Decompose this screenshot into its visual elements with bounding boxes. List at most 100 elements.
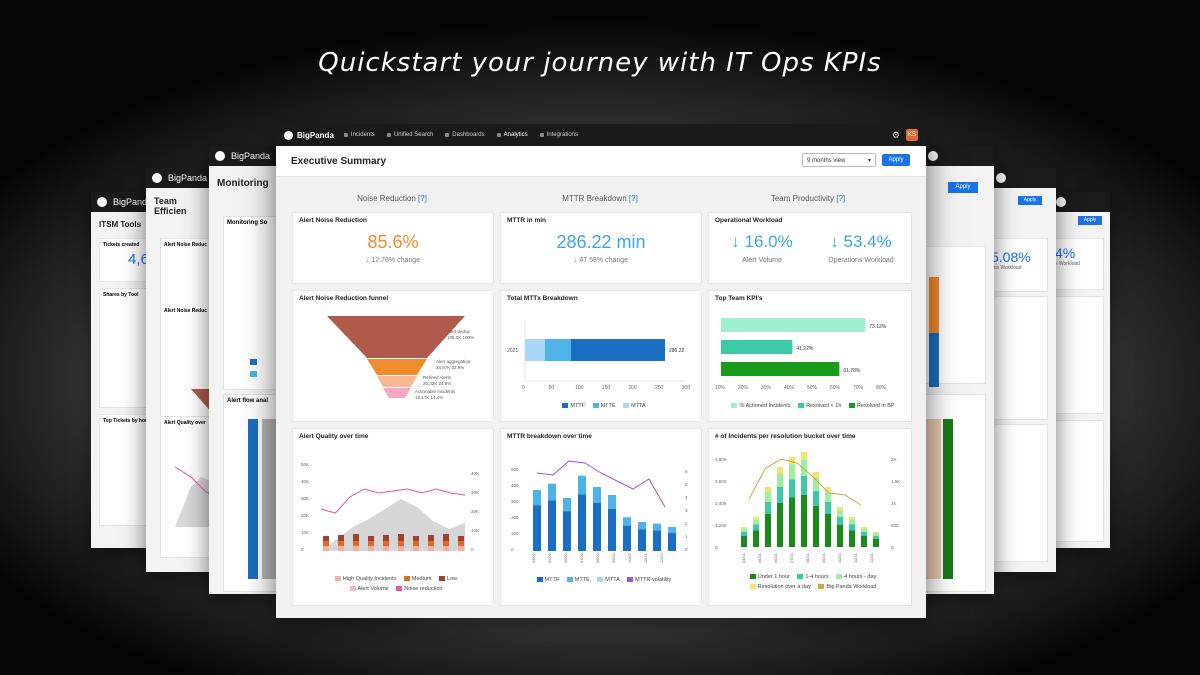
brand-logo[interactable]: BigPanda (284, 130, 334, 140)
ghost-card (1050, 420, 1104, 542)
y-tick-label: 500 (891, 523, 899, 528)
legend-label: High Quality Incidents (342, 576, 397, 582)
y-tick-label: 0 (471, 547, 474, 552)
kpi-value-alert-volume: ↓ 16.0% (731, 232, 793, 251)
team-kpi-legend: % Actioned Incidents Resolved < 1h Resol… (709, 403, 911, 409)
help-link[interactable]: [?] (418, 194, 427, 203)
buckets-legend: Under 1 hour 1-4 hours 4 hours - day (709, 574, 911, 580)
buckets-card: # of Incidents per resolution bucket ove… (708, 428, 912, 606)
ghost-card: Shares by Tool (99, 288, 151, 408)
bar-mttf (608, 495, 616, 551)
bar-4h-day (777, 473, 783, 487)
nav-integrations[interactable]: Integrations (539, 132, 578, 138)
bar-4h-day (861, 528, 867, 532)
bar-over-day (741, 527, 747, 529)
ghost-window-right-near: Apply (922, 146, 994, 594)
ghost-label: Monitoring So (227, 220, 268, 226)
bar-under-1h (849, 530, 855, 547)
ghost-card: 4% s Workload (1050, 238, 1104, 290)
team-kpi-label: 41.22% (796, 346, 814, 352)
ghost-label: Alert flow anal (227, 398, 269, 404)
legend-swatch (597, 577, 604, 583)
bar-under-1h (753, 530, 759, 547)
y-tick-label: 300 (511, 499, 519, 504)
legend-label: MTTE (574, 577, 590, 583)
x-tick-label: 50 (549, 385, 555, 391)
period-value: 9 months view (807, 158, 846, 164)
ghost-value: 5.08% (991, 249, 1031, 265)
legend-swatch (848, 403, 855, 409)
ghost-card: Top Tickets by hou (99, 414, 151, 526)
y-tick-label: 1 (685, 534, 688, 539)
x-tick-label: 05/21 (547, 552, 552, 563)
ghost-label: Top Tickets by hou (103, 418, 149, 424)
ghost-legend-swatch (250, 359, 257, 365)
y-tick-label: 40K (301, 479, 309, 484)
chevron-down-icon: ▾ (867, 158, 871, 164)
team-kpi-ticks: 10% 20% 30% 40% 50% 60% 70% 80% (715, 385, 887, 391)
legend-swatch (836, 574, 843, 580)
y-tick-label: 1.5K (891, 479, 900, 484)
top-navbar: BigPanda Incidents Unified Search Dashbo… (276, 124, 926, 146)
kpi-change: ↓ 47.58% change (573, 257, 629, 264)
help-link[interactable]: [?] (836, 194, 846, 203)
ghost-label: Alert Noise Reduc (164, 308, 208, 314)
bar-mtte (593, 487, 601, 503)
bar-1-4h (825, 502, 831, 514)
bar-over-day (837, 507, 843, 511)
bar-4h-day (801, 459, 807, 476)
team-kpi-label: 73.12% (869, 324, 887, 330)
mttx-ticks: 0 50 100 150 200 250 300 (522, 385, 690, 391)
ghost-title: Monitoring (217, 178, 269, 189)
x-tick-label: 0 (522, 385, 525, 391)
apply-button[interactable]: Apply (882, 154, 910, 166)
alert-quality-card: Alert Quality over time 0 10K 20K 30K 40K 50K… (292, 428, 494, 606)
mttr-time-card: MTTR breakdown over time 0 100 200 300 400 50… (500, 428, 702, 606)
y-tick-label: 0 (715, 545, 718, 550)
card-title: Top Team KPI's (715, 295, 763, 302)
card-title: Alert Noise Reduction (299, 217, 367, 224)
workload-line (748, 458, 862, 506)
gear-icon[interactable]: ⚙ (891, 130, 900, 140)
avatar[interactable]: KS (906, 129, 918, 141)
period-select[interactable]: 9 months view ▾ (802, 153, 876, 167)
nav-unified-search[interactable]: Unified Search (386, 132, 433, 138)
brand-name: BigPanda (297, 130, 334, 140)
funnel-stage-2 (367, 359, 427, 375)
nav-dashboards[interactable]: Dashboards (445, 132, 485, 138)
bar-medium (398, 541, 404, 546)
bar-mttf (578, 475, 586, 551)
bar-over-day (777, 467, 783, 474)
bar-mttf (638, 522, 646, 551)
bar-4h-day (741, 528, 747, 532)
nav-analytics[interactable]: Analytics (496, 132, 528, 138)
funnel-stage-4 (383, 388, 411, 398)
bar-high-quality (383, 546, 389, 551)
legend-swatch (623, 403, 630, 409)
funnel-chart: Alert dedup 105.0K 100% Alert aggregatio… (327, 316, 474, 400)
bar-high-quality (458, 546, 464, 551)
help-link[interactable]: [?] (628, 194, 638, 203)
legend-label: Big Panda Workload (826, 584, 877, 590)
bar-low (398, 534, 404, 541)
bar-mtte (578, 475, 586, 495)
ghost-window-right-mid: Apply 5.08% ons Workload (990, 168, 1056, 572)
bar-low (383, 535, 389, 541)
x-tick-label: 10/21 (627, 552, 632, 563)
nav-incidents[interactable]: Incidents (343, 132, 375, 138)
mttr-time-yleft: 0 100 200 300 400 500 (511, 467, 519, 552)
y-tick-label: 20K (471, 509, 479, 514)
bar-high-quality (323, 546, 329, 551)
y-tick-label: 100 (511, 531, 519, 536)
bar-medium (368, 541, 374, 546)
bar-over-day (873, 532, 879, 534)
bar-high-quality (413, 546, 419, 551)
bar-1-4h (789, 479, 795, 498)
ghost-legend-swatch (250, 371, 257, 377)
ghost-label: Tickets created (103, 242, 140, 248)
y-tick-label: 500 (511, 467, 519, 472)
legend-swatch (536, 577, 543, 583)
ghost-value: 4,6 (128, 251, 149, 268)
team-kpi-label: 61.78% (843, 368, 861, 374)
kpi-value: 85.6% (367, 232, 419, 252)
